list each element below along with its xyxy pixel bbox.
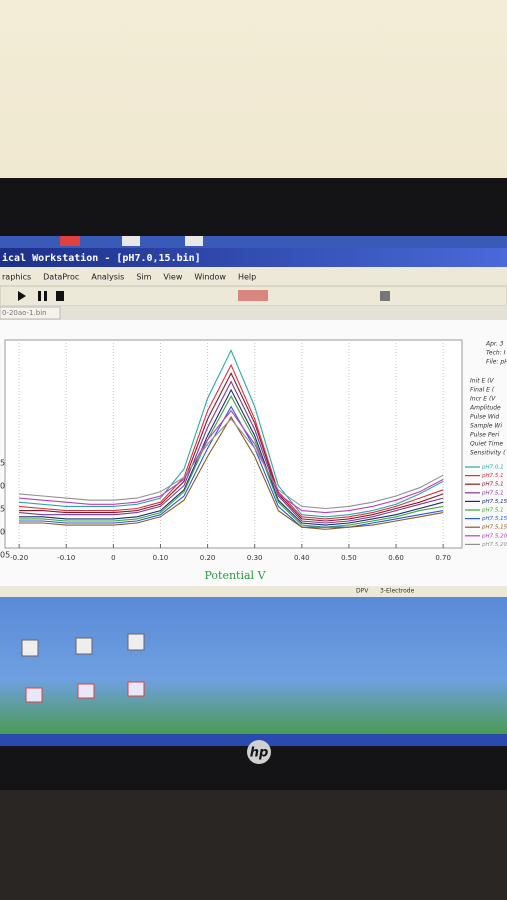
x-axis-label: Potential V (204, 569, 266, 582)
legend-label: pH7.5,1 (481, 490, 504, 496)
x-tick-label: 0.60 (388, 554, 404, 562)
info-label: Quiet Time (470, 441, 503, 448)
desktop-icon (122, 236, 140, 246)
legend-label: pH7.5,15,5 (481, 525, 507, 531)
y-tick-label: 0 (0, 528, 5, 537)
menu: raphics DataProc Analysis Sim View Window Help (2, 273, 256, 282)
legend-label: pH7.5,20.bin (481, 542, 507, 548)
desktop-icon[interactable] (21, 639, 39, 657)
menu-item[interactable]: Sim (136, 273, 151, 282)
legend-label: pH7.5,15, (481, 516, 507, 522)
x-tick-label: -0.10 (57, 554, 75, 562)
desktop-icon[interactable] (127, 681, 145, 697)
y-tick-label: 05 (0, 551, 10, 560)
menu-item[interactable]: Window (194, 273, 226, 282)
legend-label: pH7.5,1 (481, 508, 504, 514)
info-label: Amplitude (469, 405, 501, 412)
title-bar (0, 248, 507, 267)
series-line (19, 395, 444, 528)
desktop (0, 597, 507, 735)
x-tick-label: 0.20 (200, 554, 216, 562)
window-title: ical Workstation - [pH7.0,15.bin] (2, 252, 201, 264)
tab-label[interactable]: 0-20ao-1.bin (2, 309, 47, 317)
series-line (19, 418, 444, 510)
legend-label: pH7.5,1 (481, 482, 504, 488)
info-label: Init E (V (470, 378, 495, 385)
x-tick-label: 0.40 (294, 554, 310, 562)
tab-strip (0, 306, 507, 320)
desktop-icons (21, 633, 145, 703)
toolbar-buttons[interactable] (18, 291, 64, 301)
y-tick-label: 5 (0, 505, 5, 514)
menu-item[interactable]: raphics (2, 273, 31, 282)
desktop-icon[interactable] (127, 633, 145, 651)
taskbar (0, 734, 507, 746)
desktop-icon[interactable] (77, 683, 95, 699)
tab[interactable] (0, 306, 61, 320)
series-line (19, 405, 444, 528)
x-tick-label: 0.50 (341, 554, 357, 562)
info-label: Incr E (V (470, 396, 496, 403)
legend-label: pH7.5,20-1 (481, 533, 507, 539)
status-bar (0, 586, 507, 597)
info-label: Tech: I (486, 350, 506, 357)
toolbar-icon[interactable] (380, 291, 390, 301)
info-label: Pulse Peri (470, 432, 500, 439)
x-tick-label: 0.10 (153, 554, 169, 562)
status-mode: DPV (356, 588, 369, 595)
series-line (19, 380, 444, 524)
series-line (19, 415, 444, 530)
menu-bar (0, 267, 507, 286)
legend-label: pH7.0,1 (481, 465, 504, 471)
y-tick-label: 5 (0, 459, 5, 468)
legend-label: pH7.5,15 (481, 499, 507, 505)
menu-item[interactable]: Analysis (91, 273, 124, 282)
status-electrode: 3-Electrode (380, 588, 415, 595)
chart: -0.20 -0.10 0 0.10 0.20 0.30 0.40 0.50 0.60 0.70 5… (0, 339, 507, 582)
series-line (19, 409, 444, 514)
x-tick-label: 0.30 (247, 554, 263, 562)
menu-item[interactable]: DataProc (43, 273, 79, 282)
desktop-icon (185, 236, 203, 246)
monitor-stand (0, 790, 507, 900)
y-tick-label: 0 (0, 482, 5, 491)
series-line (19, 363, 444, 520)
info-label: Apr. 3 (485, 341, 504, 348)
x-tick-label: 0.70 (435, 554, 451, 562)
info-label: Sensitivity ( (470, 450, 506, 457)
x-tick-label: -0.20 (10, 554, 28, 562)
series-line (19, 372, 444, 522)
menu-item[interactable]: View (163, 273, 182, 282)
desktop-icon[interactable] (75, 637, 93, 655)
series-line (19, 388, 444, 526)
desktop-icon[interactable] (25, 687, 43, 703)
brand-logo: hp (250, 746, 269, 761)
x-tick-label: 0 (111, 554, 115, 562)
info-label: Sample Wi (470, 423, 502, 430)
info-label: Final E ( (470, 387, 495, 394)
series-line (19, 349, 444, 518)
info-label: File: pH (486, 359, 507, 366)
info-label: Pulse Wid (470, 414, 499, 421)
desktop-icon (60, 236, 80, 246)
menu-item[interactable]: Help (238, 273, 256, 282)
logo-badge (247, 740, 271, 764)
toolbar-icon[interactable] (238, 290, 268, 301)
legend-label: pH7.5,1 (481, 473, 504, 479)
